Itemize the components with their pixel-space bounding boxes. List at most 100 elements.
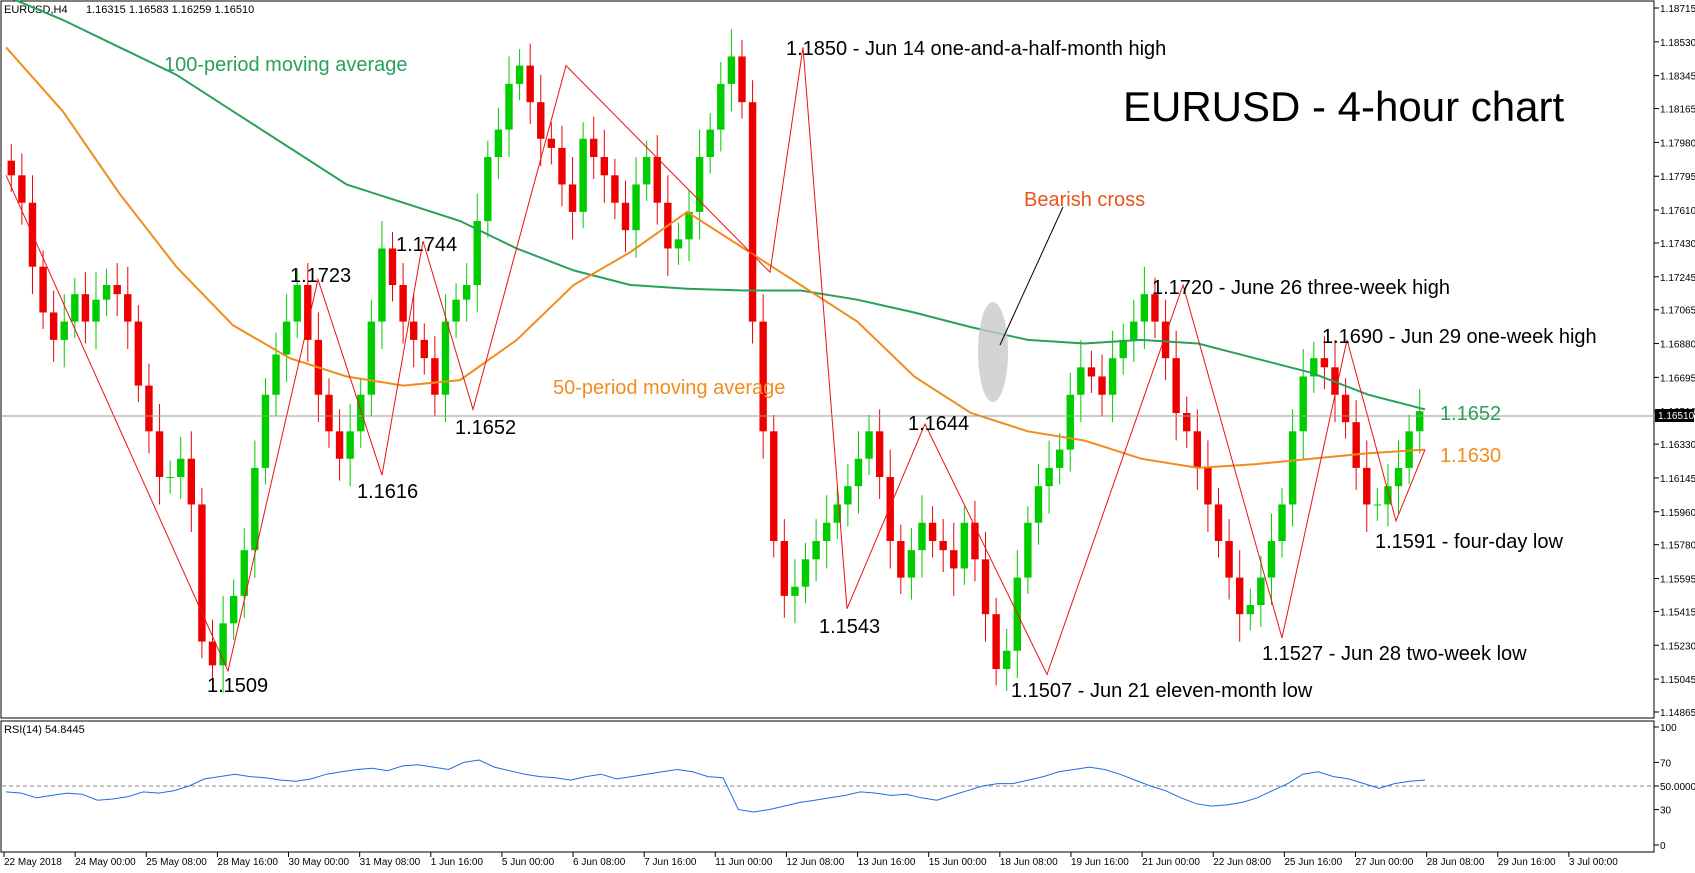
candle-body — [229, 595, 238, 624]
candle-body — [272, 354, 280, 395]
candle-body — [1225, 541, 1233, 578]
rsi-tick-label: 50.0000 — [1660, 782, 1695, 793]
rsi-tick-label: 0 — [1660, 841, 1666, 852]
price-tick-label: 1.18345 — [1660, 72, 1695, 83]
rsi-tick-label: 70 — [1660, 758, 1672, 769]
annotation-jun29-high: 1.1690 - Jun 29 one-week high — [1322, 326, 1597, 348]
candle-body — [844, 486, 852, 505]
candle-body — [177, 458, 185, 478]
candlestick-series — [7, 29, 1424, 693]
time-tick-label: 1 Jun 16:00 — [431, 857, 484, 868]
candle-body — [473, 221, 481, 286]
candle-body — [791, 586, 799, 596]
candle-body — [1394, 467, 1403, 487]
candle-body — [558, 147, 566, 185]
annotation-1543: 1.1543 — [819, 616, 880, 638]
candle-body — [1384, 486, 1392, 505]
time-tick-label: 21 Jun 00:00 — [1142, 857, 1200, 868]
candle-body — [208, 641, 217, 666]
candle-body — [632, 184, 640, 231]
candle-body — [695, 157, 704, 212]
time-tick-label: 11 Jun 00:00 — [715, 857, 773, 868]
price-tick-label: 1.18165 — [1660, 105, 1695, 116]
swing-lines — [5, 47, 1426, 676]
last-price-tag — [1655, 409, 1694, 422]
time-tick-label: 25 Jun 16:00 — [1284, 857, 1342, 868]
price-tick-label: 1.17610 — [1660, 206, 1695, 217]
candle-body — [611, 175, 619, 203]
candle-body — [124, 294, 132, 322]
candle-body — [1034, 486, 1043, 523]
candle-body — [865, 431, 873, 459]
label-ma50-value: 1.1630 — [1440, 445, 1501, 467]
candle-body — [1320, 358, 1329, 368]
candle-body — [1204, 467, 1212, 505]
candle-body — [854, 458, 863, 487]
candle-body — [282, 321, 291, 355]
candle-body — [1288, 431, 1297, 505]
candle-body — [1341, 394, 1350, 423]
candle-body — [1278, 504, 1286, 542]
candle-body — [1087, 367, 1096, 377]
candle-body — [145, 385, 153, 432]
candle-body — [240, 550, 248, 596]
price-tick-label: 1.17795 — [1660, 172, 1695, 183]
label-ma100-value: 1.1652 — [1440, 403, 1501, 425]
candle-body — [621, 202, 630, 231]
annotation-bearish-cross: Bearish cross — [1024, 189, 1145, 211]
candle-body — [950, 550, 958, 569]
candle-body — [431, 358, 439, 395]
annotation-jun26-high: 1.1720 - June 26 three-week high — [1152, 277, 1450, 299]
time-tick-label: 19 Jun 16:00 — [1071, 857, 1129, 868]
price-axis: 1.18715 1.18530 1.18345 1.18165 1.17980 1.177… — [1654, 4, 1695, 719]
chart-title: EURUSD - 4-hour chart — [1123, 83, 1564, 130]
candle-body — [992, 614, 1000, 670]
candle-body — [60, 321, 68, 340]
candle-body — [134, 321, 143, 386]
candle-body — [1235, 577, 1244, 615]
candle-body — [484, 157, 492, 222]
candle-body — [494, 129, 503, 158]
candle-body — [971, 522, 979, 560]
price-tick-label: 1.18715 — [1660, 4, 1695, 15]
candle-body — [187, 458, 196, 505]
price-tick-label: 1.15595 — [1660, 575, 1695, 586]
candle-body — [1161, 321, 1170, 359]
candle-body — [92, 299, 100, 322]
rsi-tick-label: 30 — [1660, 806, 1672, 817]
candle-body — [738, 56, 746, 103]
candle-body — [653, 157, 661, 203]
candle-body — [420, 339, 428, 359]
annotation-1644: 1.1644 — [908, 413, 969, 435]
candle-body — [219, 623, 227, 666]
candle-body — [886, 477, 894, 542]
candle-body — [1267, 541, 1276, 578]
candle-body — [759, 321, 767, 432]
candle-body — [706, 129, 714, 158]
label-50-period-ma: 50-period moving average — [553, 377, 785, 399]
candle-body — [1363, 467, 1371, 505]
time-tick-label: 18 Jun 08:00 — [1000, 857, 1058, 868]
candle-body — [939, 541, 947, 551]
candle-body — [1098, 376, 1106, 395]
price-tick-label: 1.16145 — [1660, 474, 1695, 485]
annotation-1616: 1.1616 — [357, 481, 418, 503]
candle-body — [18, 175, 26, 203]
candle-body — [1151, 294, 1159, 322]
candle-body — [102, 285, 111, 300]
candle-body — [293, 285, 301, 322]
candle-body — [1140, 294, 1149, 322]
candle-body — [1055, 449, 1064, 468]
candle-body — [960, 522, 969, 569]
candle-body — [81, 294, 90, 322]
rsi-axis: 100 70 50.0000 30 0 — [2, 723, 1695, 852]
rsi-tick-label: 100 — [1660, 723, 1677, 734]
candle-body — [1119, 339, 1127, 359]
bearish-cross-marker — [978, 302, 1008, 402]
time-tick-label: 28 May 16:00 — [217, 857, 278, 868]
candle-body — [748, 102, 757, 322]
time-tick-label: 5 Jun 00:00 — [502, 857, 555, 868]
candle-body — [1108, 358, 1117, 395]
candle-body — [568, 184, 577, 212]
